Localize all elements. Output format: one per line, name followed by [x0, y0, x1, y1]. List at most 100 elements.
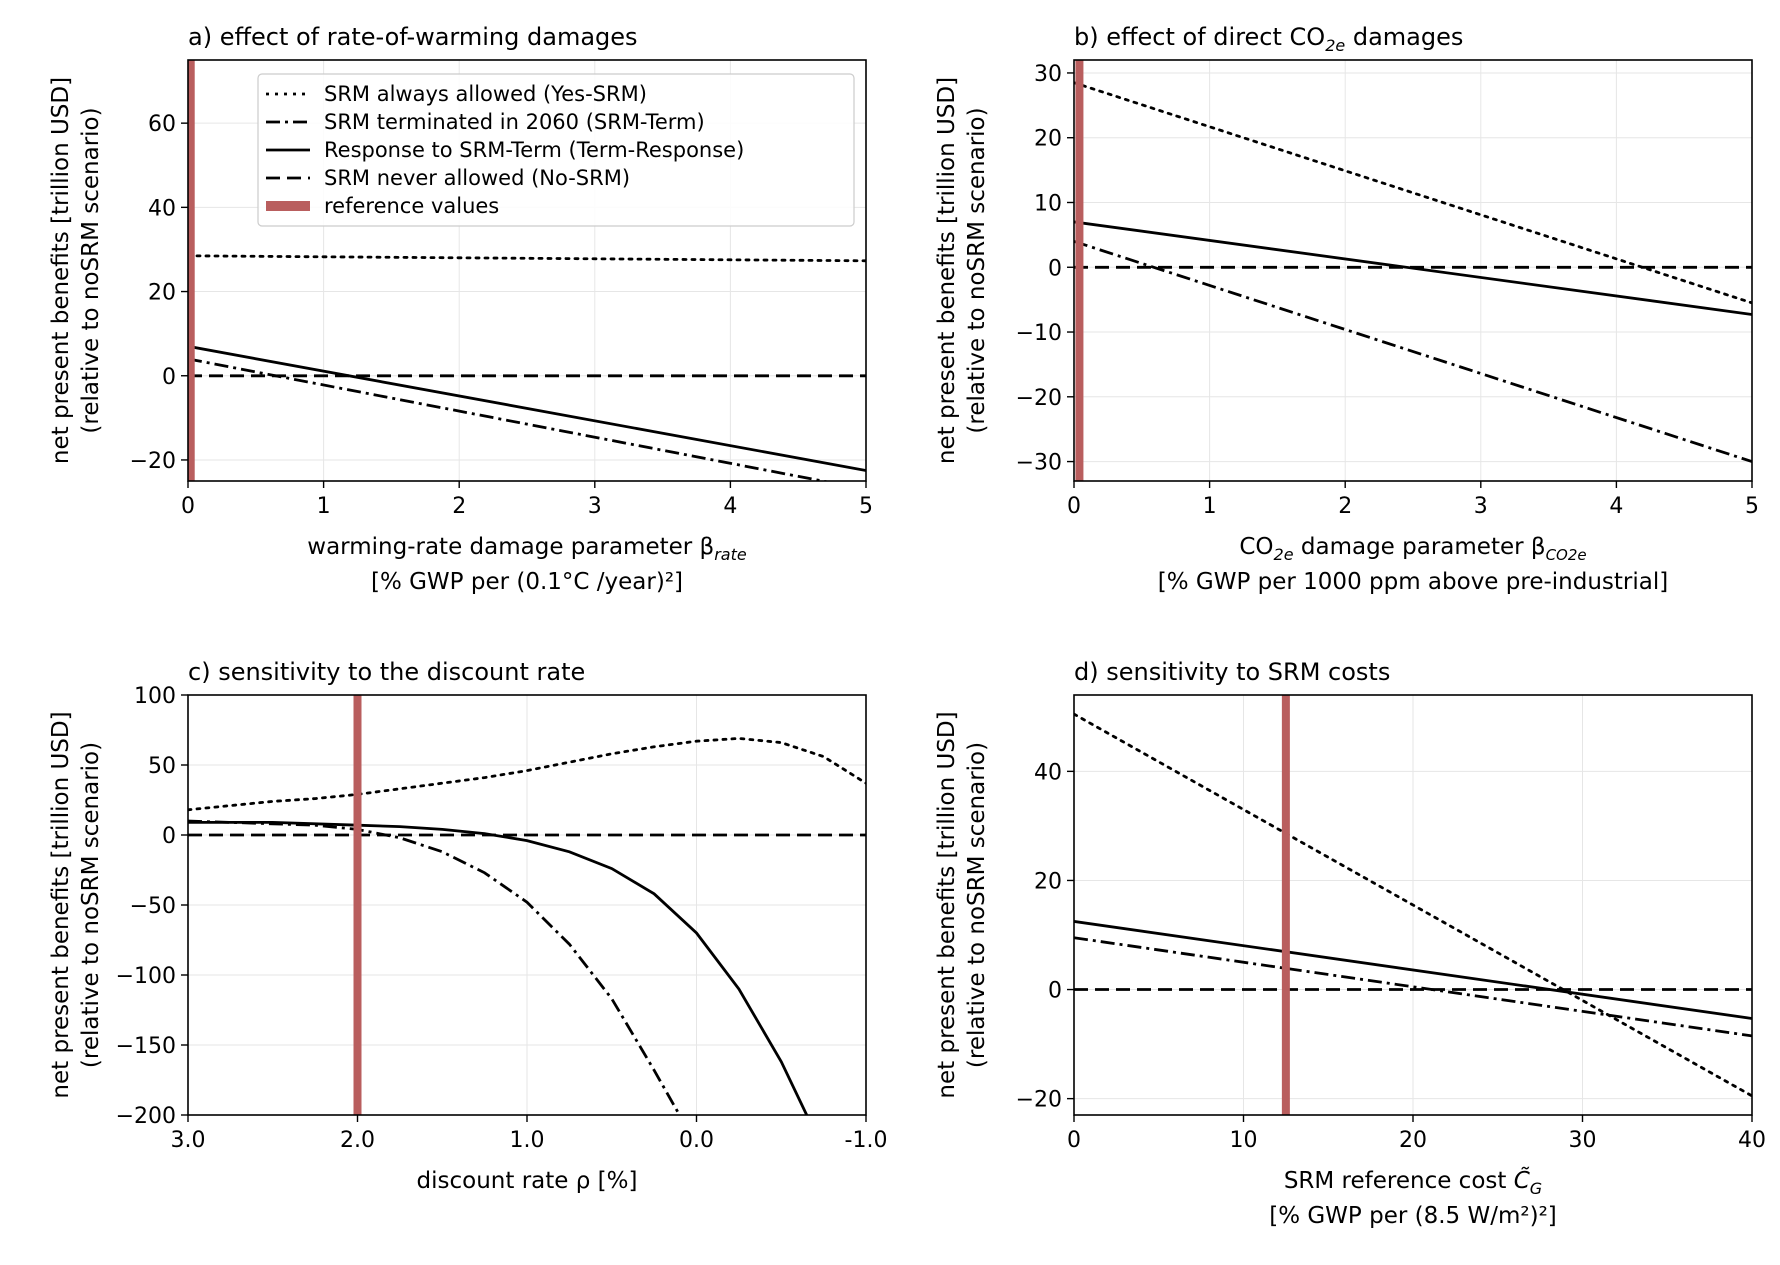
x-tick-label: 3	[588, 494, 602, 519]
x-tick-label: 0	[181, 494, 195, 519]
series-line-dotted	[1074, 712, 1752, 1098]
panel-title-sub: 2e	[1325, 36, 1345, 55]
x-tick-label: 2	[1338, 494, 1352, 519]
x-tick-label: 5	[859, 494, 873, 519]
x-label-text: SRM reference cost	[1284, 1168, 1514, 1194]
panel-title: b) effect of direct CO2e damages	[1074, 23, 1463, 55]
x-tick-label: 30	[1569, 1128, 1597, 1153]
y-tick-label: −20	[1016, 386, 1062, 411]
y-axis-label: net present benefits [trillion USD]	[48, 77, 74, 464]
y-tick-label: 0	[1048, 256, 1062, 281]
y-tick-label: −100	[116, 964, 176, 989]
x-axis-label-line2: [% GWP per (8.5 W/m²)²]	[1269, 1203, 1557, 1229]
series-line-dashdot	[1074, 240, 1752, 463]
y-axis-label-line2: (relative to noSRM scenario)	[78, 742, 104, 1068]
y-tick-label: −50	[130, 894, 176, 919]
x-tick-label: 3.0	[171, 1128, 206, 1153]
y-tick-label: 0	[1048, 979, 1062, 1004]
panel-title: a) effect of rate-of-warming damages	[188, 23, 638, 51]
plot-frame	[1073, 59, 1753, 482]
y-tick-label: 0	[162, 824, 176, 849]
x-tick-label: 0	[1067, 494, 1081, 519]
x-tick-label: -1.0	[845, 1128, 888, 1153]
x-tick-label: 0	[1067, 1128, 1081, 1153]
series-line-dashdot	[1074, 936, 1752, 1038]
series-line-solid	[188, 821, 808, 1115]
legend-label: Response to SRM-Term (Term-Response)	[324, 138, 744, 162]
y-tick-label: 50	[148, 754, 176, 779]
x-tick-label: 2	[452, 494, 466, 519]
x-tick-label: 2.0	[340, 1128, 375, 1153]
x-label-after: damage parameter β	[1294, 534, 1546, 560]
panel-title-after: damages	[1345, 23, 1463, 51]
legend-label: SRM terminated in 2060 (SRM-Term)	[324, 110, 705, 134]
panel-title: d) sensitivity to SRM costs	[1074, 658, 1390, 686]
x-tick-label: 1	[1203, 494, 1217, 519]
y-tick-label: 40	[148, 196, 176, 221]
y-tick-label: −20	[130, 449, 176, 474]
x-axis-label: warming-rate damage parameter βrate	[307, 534, 747, 564]
x-axis-label-line2: [% GWP per (0.1°C /year)²]	[371, 569, 683, 595]
legend-box	[257, 73, 855, 227]
series-group	[1074, 695, 1752, 1115]
y-tick-label: −30	[1016, 451, 1062, 476]
x-label-text: warming-rate damage parameter β	[307, 534, 714, 560]
x-tick-label: 3	[1474, 494, 1488, 519]
legend: SRM always allowed (Yes-SRM) SRM terminat…	[257, 73, 855, 227]
y-axis-label-line2: (relative to noSRM scenario)	[78, 107, 104, 433]
y-tick-label: 10	[1034, 191, 1062, 216]
panel-title-text: b) effect of direct CO	[1074, 23, 1325, 51]
panel-title: c) sensitivity to the discount rate	[188, 658, 585, 686]
series-group	[1074, 60, 1752, 481]
x-tick-label: 5	[1745, 494, 1759, 519]
panel-title-text: c) sensitivity to the discount rate	[188, 658, 585, 686]
y-tick-label: 0	[162, 365, 176, 390]
legend-label: SRM always allowed (Yes-SRM)	[324, 82, 647, 106]
x-label-sub2: CO2e	[1546, 546, 1587, 564]
y-tick-label: −20	[1016, 1088, 1062, 1113]
y-axis-label: net present benefits [trillion USD]	[934, 77, 960, 464]
x-label-sub: rate	[714, 545, 747, 564]
series-line-dotted	[188, 254, 866, 263]
legend-label: reference values	[324, 194, 499, 218]
series-line-dotted	[1074, 81, 1752, 305]
y-tick-label: 20	[148, 281, 176, 306]
y-tick-label: 30	[1034, 62, 1062, 87]
x-axis-label: SRM reference cost C̃G	[1284, 1167, 1542, 1198]
x-tick-label: 20	[1399, 1128, 1427, 1153]
series-line-solid	[188, 344, 866, 472]
y-tick-label: 20	[1034, 869, 1062, 894]
legend-label: SRM never allowed (No-SRM)	[324, 166, 630, 190]
y-axis-label-line2: (relative to noSRM scenario)	[964, 742, 990, 1068]
y-axis-label: net present benefits [trillion USD]	[48, 711, 74, 1098]
y-tick-label: 100	[134, 684, 176, 709]
x-tick-label: 4	[1609, 494, 1623, 519]
panel-title-text: d) sensitivity to SRM costs	[1074, 658, 1390, 686]
x-tick-label: 1	[317, 494, 331, 519]
series-line-dashdot	[188, 357, 830, 481]
series-group	[188, 695, 866, 1115]
x-axis-label: CO2e damage parameter βCO2e	[1239, 534, 1586, 564]
x-axis-label-line2: [% GWP per 1000 ppm above pre-industrial…	[1158, 569, 1668, 595]
y-tick-label: 60	[148, 112, 176, 137]
series-group	[188, 60, 866, 481]
x-tick-label: 0.0	[679, 1128, 714, 1153]
x-label-sub: 2e	[1274, 545, 1294, 564]
y-tick-label: −10	[1016, 321, 1062, 346]
x-tick-label: 1.0	[510, 1128, 545, 1153]
y-tick-label: 20	[1034, 127, 1062, 152]
x-label-text: CO	[1239, 534, 1273, 560]
x-tick-label: 10	[1230, 1128, 1258, 1153]
series-line-dotted	[188, 736, 866, 812]
y-tick-label: −200	[116, 1104, 176, 1129]
y-tick-label: 40	[1034, 760, 1062, 785]
y-axis-label-line2: (relative to noSRM scenario)	[964, 107, 990, 433]
x-label-sub: G	[1530, 1179, 1542, 1198]
x-tick-label: 40	[1738, 1128, 1766, 1153]
y-axis-label: net present benefits [trillion USD]	[934, 711, 960, 1098]
chart-panel-b: 0 1 2 3 4 5 −30 −20 −10 0 10 20 30 b) effect of direc…	[934, 23, 1759, 595]
chart-panel-c: 3.0 2.0 1.0 0.0 -1.0 −200 −150 −100 −50 0 50 100 c) …	[48, 658, 887, 1194]
